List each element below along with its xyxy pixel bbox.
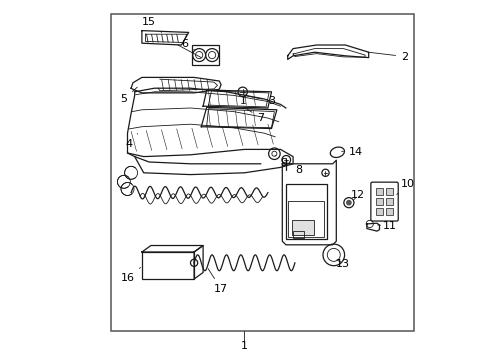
Text: 4: 4 [125,134,137,149]
Bar [285,184,326,239]
Text: 13: 13 [336,258,349,269]
Text: 6: 6 [182,39,195,50]
Bar [192,45,219,65]
Text: 14: 14 [341,147,362,157]
Bar [385,198,392,205]
Text: 9: 9 [275,156,287,168]
Bar [375,198,383,205]
Bar [111,14,413,331]
Text: 5: 5 [120,87,137,104]
Text: 1: 1 [241,341,247,351]
Text: 8: 8 [289,163,302,175]
Bar [375,188,383,195]
Text: 7: 7 [246,109,264,123]
Bar [142,252,194,279]
Text: 15: 15 [142,17,162,32]
Text: 12: 12 [350,190,364,200]
Text: 17: 17 [208,269,227,294]
Bar [291,220,313,235]
Bar [288,201,324,237]
Bar [385,208,392,215]
Bar [385,188,392,195]
Bar [375,208,383,215]
Circle shape [346,201,350,205]
Text: 2: 2 [367,51,407,62]
Text: 16: 16 [121,267,140,283]
Text: 10: 10 [396,179,414,194]
Text: 3: 3 [246,96,274,106]
Text: 11: 11 [377,221,396,231]
Bar [292,231,303,238]
